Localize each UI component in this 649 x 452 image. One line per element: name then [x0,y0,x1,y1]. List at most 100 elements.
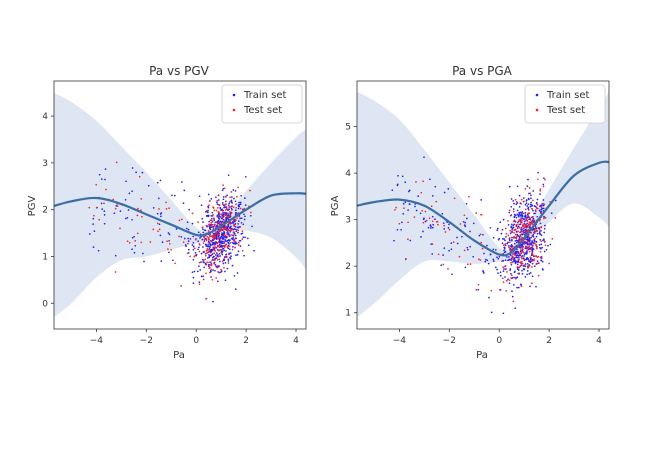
test-point [241,238,244,240]
train-point [231,264,234,267]
train-point [202,228,204,231]
train-point [157,197,160,200]
test-point [250,211,252,214]
train-point [100,178,103,180]
legend-marker [232,93,236,97]
train-point [505,236,507,238]
train-point [235,230,238,233]
train-point [510,205,513,208]
train-point [507,259,510,261]
test-point [514,254,517,257]
test-point [504,243,507,245]
test-point [187,242,189,245]
train-point [515,260,518,263]
train-point [251,225,253,228]
train-point [227,260,230,262]
test-point [403,207,405,209]
train-point [160,215,162,218]
test-point [515,237,518,240]
train-point [239,201,242,204]
test-point [421,209,424,212]
train-point [212,256,214,259]
train-point [229,241,232,244]
train-point [219,216,222,218]
test-point [529,222,532,225]
legend-label: Test set [546,105,585,116]
train-point [417,195,420,197]
test-point [536,256,539,258]
test-point [212,218,215,220]
train-point [237,223,239,225]
test-point [218,265,221,267]
train-point [431,215,434,218]
test-point [517,230,520,233]
train-point [536,232,539,235]
train-point [221,250,224,253]
train-point [200,204,203,207]
train-point [518,194,521,197]
test-point [211,223,213,226]
y-tick-label: 1 [42,252,48,262]
train-point [240,194,242,197]
test-point [551,238,554,240]
test-point [158,208,160,210]
train-point [531,240,534,243]
train-point [514,307,517,310]
train-point [243,213,245,216]
test-point [520,256,523,258]
test-point [413,216,416,218]
train-point [492,258,495,261]
train-point [188,208,191,211]
train-point [518,214,521,216]
train-point [521,215,524,217]
train-point [519,215,522,217]
train-point [517,286,520,289]
train-point [238,201,240,204]
train-point [513,202,515,205]
train-point [465,202,468,205]
test-point [227,262,230,264]
train-point [227,224,230,227]
test-point [536,247,538,250]
test-point [205,263,208,266]
train-point [422,218,425,221]
test-point [531,260,533,263]
test-point [537,274,540,277]
train-point [539,193,541,195]
train-point [124,198,127,201]
train-point [209,261,212,264]
legend-marker [535,93,539,97]
test-point [209,235,212,238]
test-point [523,243,526,245]
test-point [214,225,216,228]
test-point [149,241,152,243]
test-point [194,238,197,241]
test-point [224,214,227,216]
train-point [523,233,526,236]
train-point [191,271,194,274]
train-point [511,239,513,242]
test-point [217,221,219,224]
test-point [216,233,219,235]
train-point [222,259,225,262]
train-point [532,217,535,220]
train-point [492,236,495,239]
test-point [233,238,236,241]
train-point [237,207,240,210]
test-point [224,219,227,222]
test-point [214,250,217,252]
test-point [458,255,461,258]
test-point [214,246,217,249]
test-point [463,214,466,217]
test-point [224,225,227,227]
train-point [516,263,519,266]
train-point [529,205,532,208]
test-point [542,217,545,220]
train-point [507,278,509,281]
train-point [518,236,521,239]
train-point [240,217,243,220]
train-point [97,249,100,252]
test-point [529,226,532,228]
train-point [516,202,519,204]
train-point [498,255,501,258]
